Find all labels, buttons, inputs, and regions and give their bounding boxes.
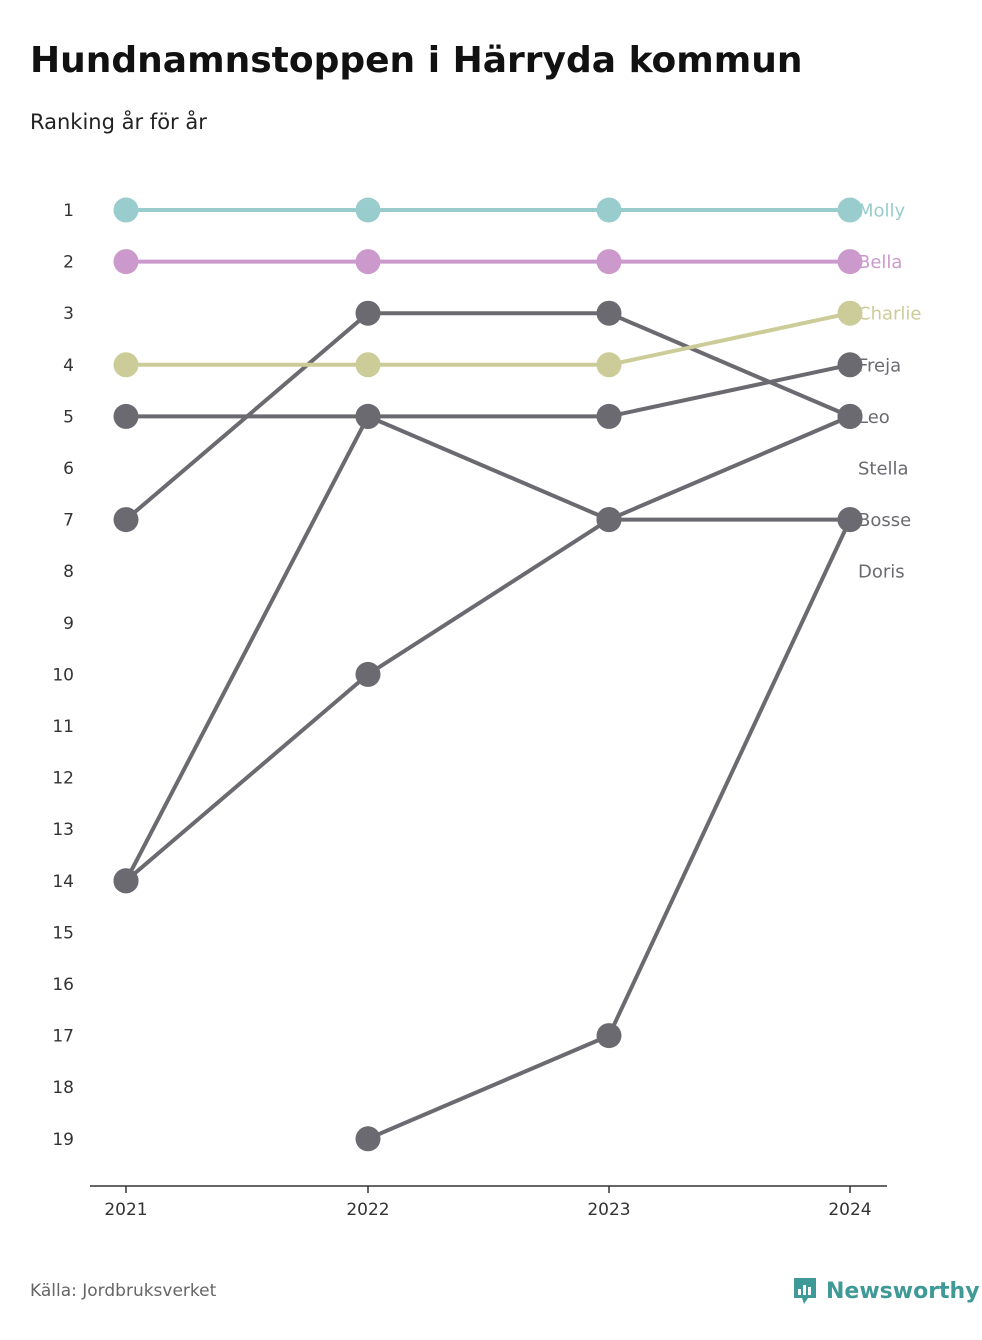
end-label-bella: Bella — [858, 252, 902, 273]
series-line-bosse — [124, 414, 852, 883]
point-stella — [355, 661, 381, 687]
point-charlie — [113, 352, 139, 378]
y-tick-label: 2 — [63, 253, 74, 273]
point-charlie — [596, 352, 622, 378]
point-charlie — [355, 352, 381, 378]
point-bella — [355, 249, 381, 275]
point-leo — [596, 300, 622, 326]
point-freja — [113, 403, 139, 429]
end-label-bosse: Bosse — [858, 510, 911, 531]
y-tick-label: 15 — [52, 923, 74, 943]
y-tick-label: 12 — [52, 769, 74, 789]
chart-title: Hundnamnstoppen i Härryda kommun — [30, 40, 803, 81]
end-label-freja: Freja — [858, 355, 901, 376]
point-stella — [837, 403, 863, 429]
y-tick-label: 3 — [63, 304, 74, 324]
y-tick-label: 7 — [63, 511, 74, 531]
x-tick-label: 2021 — [104, 1200, 147, 1220]
y-tick-label: 9 — [63, 614, 74, 634]
point-leo — [355, 300, 381, 326]
series-line-leo — [124, 311, 852, 522]
series-line-freja — [124, 362, 852, 419]
chart-subtitle: Ranking år för år — [30, 110, 207, 134]
point-charlie — [837, 300, 863, 326]
point-molly — [113, 197, 139, 223]
y-tick-label: 14 — [52, 872, 74, 892]
series-line-stella — [124, 414, 852, 883]
y-tick-label: 5 — [63, 407, 74, 427]
x-tick-label: 2022 — [346, 1200, 389, 1220]
series-lines — [124, 208, 852, 1141]
point-bosse — [596, 507, 622, 533]
point-molly — [596, 197, 622, 223]
end-label-charlie: Charlie — [858, 304, 921, 325]
point-molly — [837, 197, 863, 223]
y-tick-label: 17 — [52, 1027, 74, 1047]
x-tick-label: 2024 — [828, 1200, 871, 1220]
brand-name: Newsworthy — [826, 1278, 980, 1304]
series-points — [113, 197, 863, 1152]
end-label-molly: Molly — [858, 201, 906, 222]
y-tick-label: 18 — [52, 1078, 74, 1098]
brand-logo[interactable]: Newsworthy — [792, 1276, 980, 1306]
point-doris — [596, 1023, 622, 1049]
x-axis: 2021 2022 2023 2024 — [90, 1185, 887, 1220]
point-leo — [113, 507, 139, 533]
y-tick-label: 1 — [63, 201, 74, 221]
x-tick-label: 2023 — [587, 1200, 630, 1220]
point-freja — [596, 403, 622, 429]
y-tick-label: 13 — [52, 820, 74, 840]
end-label-leo: Leo — [858, 407, 890, 428]
y-tick-label: 19 — [52, 1130, 74, 1150]
y-tick-label: 16 — [52, 975, 74, 995]
point-doris — [837, 507, 863, 533]
series-line-charlie — [124, 311, 852, 367]
point-bosse — [355, 403, 381, 429]
newsworthy-logo-icon — [794, 1278, 816, 1304]
point-doris — [355, 1126, 381, 1152]
y-tick-label: 10 — [52, 665, 74, 685]
y-tick-label: 6 — [63, 459, 74, 479]
y-tick-label: 8 — [63, 562, 74, 582]
y-tick-label: 4 — [63, 356, 74, 376]
point-molly — [355, 197, 381, 223]
y-tick-label: 11 — [52, 717, 74, 737]
point-bella — [113, 249, 139, 275]
end-label-stella: Stella — [858, 459, 909, 480]
source-note: Källa: Jordbruksverket — [30, 1281, 217, 1301]
point-bosse — [113, 868, 139, 894]
point-bella — [837, 249, 863, 275]
end-label-doris: Doris — [858, 562, 905, 583]
series-end-labels: Molly Bella Charlie Freja Leo Stella Bosse Dori… — [858, 201, 921, 583]
point-bella — [596, 249, 622, 275]
point-freja — [837, 352, 863, 378]
